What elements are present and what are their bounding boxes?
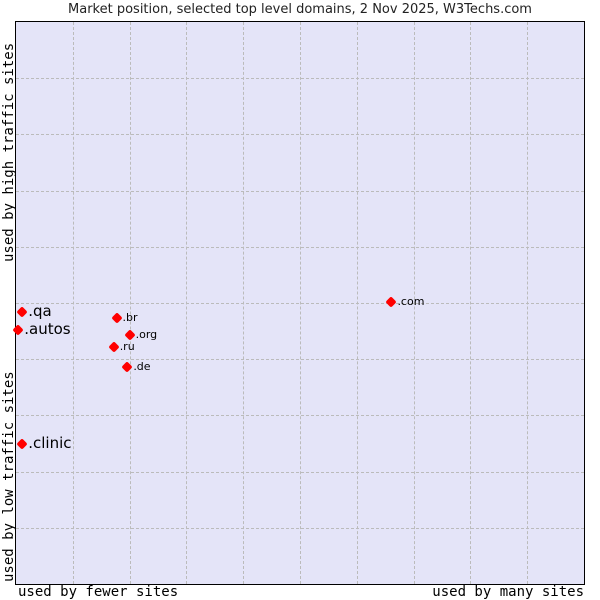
- y-axis-label-top: used by high traffic sites: [1, 42, 17, 262]
- diamond-marker-icon: [108, 341, 120, 353]
- diamond-marker-icon: [121, 360, 133, 373]
- point-label: .org: [135, 328, 158, 342]
- diamond-marker-icon: [385, 296, 398, 308]
- diamond-marker-icon: [12, 324, 24, 336]
- horizontal-gridline: [16, 471, 584, 473]
- point-label: .autos: [24, 319, 71, 338]
- vertical-gridline: [527, 22, 529, 584]
- x-axis-label-left: used by fewer sites: [18, 584, 179, 600]
- point-label: .br: [122, 311, 138, 325]
- diamond-marker-icon: [16, 306, 28, 318]
- horizontal-gridline: [16, 527, 584, 529]
- vertical-gridline: [356, 22, 358, 584]
- diamond-marker-icon: [110, 312, 123, 324]
- horizontal-gridline: [16, 359, 584, 361]
- y-axis-label-bottom: used by low traffic sites: [1, 371, 17, 582]
- horizontal-gridline: [16, 415, 584, 417]
- vertical-gridline: [470, 22, 472, 584]
- point-label: .ru: [119, 339, 135, 353]
- diamond-marker-icon: [16, 437, 28, 450]
- chart-title: Market position, selected top level doma…: [68, 2, 532, 17]
- vertical-gridline: [413, 22, 415, 584]
- point-label: .de: [133, 359, 151, 373]
- point-label: .com: [397, 294, 425, 308]
- x-axis-label-right: used by many sites: [432, 584, 584, 600]
- plot-area: .com .qa .br .autos .org .ru .de .clinic: [12, 21, 585, 585]
- horizontal-gridline: [16, 303, 584, 304]
- point-label: .qa: [28, 301, 52, 320]
- point-label: .clinic: [28, 433, 72, 452]
